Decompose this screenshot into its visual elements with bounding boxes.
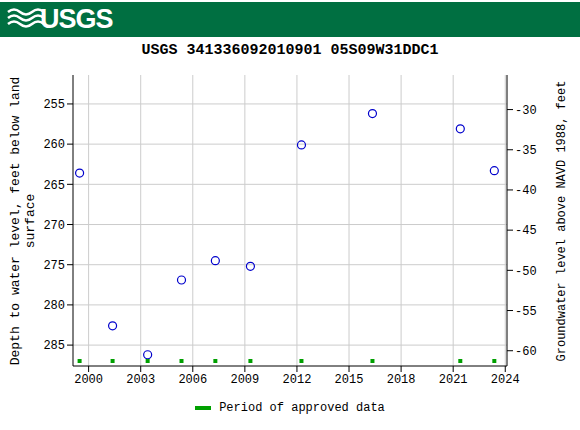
svg-text:2015: 2015 <box>335 373 364 387</box>
svg-text:2006: 2006 <box>178 373 207 387</box>
svg-text:-55: -55 <box>515 305 537 319</box>
html-text:Groundwater level above NAVD 1: Groundwater level above NAVD 1988, feet <box>555 80 569 361</box>
html-text:USGS 341336092010901 05S09W31D: USGS 341336092010901 05S09W31DDC1 <box>141 42 439 59</box>
html-text:Depth to water level, feet bel: Depth to water level, feet below land su… <box>7 76 37 365</box>
svg-text:-30: -30 <box>515 104 537 118</box>
svg-text:-60: -60 <box>515 345 537 359</box>
html-text:USGS: USGS <box>40 4 113 34</box>
svg-text:265: 265 <box>43 179 65 193</box>
svg-text:2012: 2012 <box>283 373 312 387</box>
svg-text:2021: 2021 <box>439 373 468 387</box>
svg-text:255: 255 <box>43 98 65 112</box>
svg-text:2024: 2024 <box>491 373 520 387</box>
svg-text:-35: -35 <box>515 144 537 158</box>
svg-text:285: 285 <box>43 339 65 353</box>
svg-text:270: 270 <box>43 219 65 233</box>
html-text:Period of approved data: Period of approved data <box>219 401 385 415</box>
svg-text:2018: 2018 <box>387 373 416 387</box>
svg-text:-40: -40 <box>515 184 537 198</box>
svg-text:2000: 2000 <box>74 373 103 387</box>
svg-text:2009: 2009 <box>230 373 259 387</box>
svg-text:-50: -50 <box>515 265 537 279</box>
svg-text:260: 260 <box>43 138 65 152</box>
svg-text:2003: 2003 <box>126 373 155 387</box>
svg-text:-45: -45 <box>515 224 537 238</box>
svg-text:275: 275 <box>43 259 65 273</box>
svg-text:280: 280 <box>43 299 65 313</box>
